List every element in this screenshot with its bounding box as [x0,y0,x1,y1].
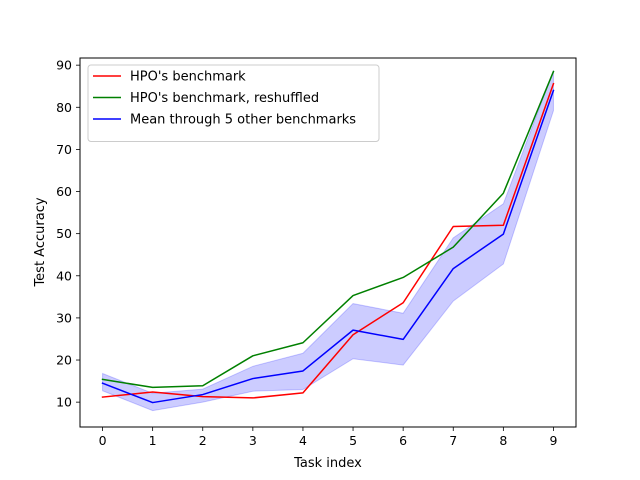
legend-box [87,64,380,142]
y-tick-label: 20 [56,353,72,368]
x-tick-label: 8 [499,433,507,448]
x-tick-label: 9 [549,433,557,448]
y-tick-label: 70 [56,142,72,157]
y-tick-label: 10 [56,395,72,410]
series-1-line [101,70,555,389]
y-tick-label: 40 [56,268,72,283]
y-tick-label: 90 [56,58,72,73]
x-tick-label: 3 [249,433,257,448]
legend-label-2: Mean through 5 other benchmarks [130,113,356,128]
x-axis-label: Task index [293,456,362,471]
series-lines [101,70,555,404]
x-tick-label: 1 [149,433,157,448]
x-tick-label: 0 [99,433,107,448]
y-axis-ticks: 10 20 30 40 50 60 70 80 90 [56,58,80,410]
series-2-band [102,70,554,412]
y-tick-label: 80 [56,100,72,115]
x-axis-ticks: 0 1 2 3 4 5 6 7 8 9 [99,427,557,448]
y-tick-label: 60 [56,184,72,199]
x-tick-label: 2 [199,433,207,448]
x-tick-label: 6 [399,433,407,448]
x-tick-label: 7 [449,433,457,448]
y-tick-label: 50 [56,226,72,241]
plot-frame [79,57,577,428]
legend-label-0: HPO's benchmark [130,70,246,85]
y-axis-label: Test Accuracy [33,197,48,287]
series-0-line [101,82,555,399]
x-tick-label: 5 [349,433,357,448]
legend-label-1: HPO's benchmark, reshuffled [130,91,319,106]
x-tick-label: 4 [299,433,307,448]
series-2-line [101,89,555,404]
confidence-bands [102,70,554,412]
legend: HPO's benchmark HPO's benchmark, reshuffl… [87,64,380,142]
y-tick-label: 30 [56,310,72,325]
